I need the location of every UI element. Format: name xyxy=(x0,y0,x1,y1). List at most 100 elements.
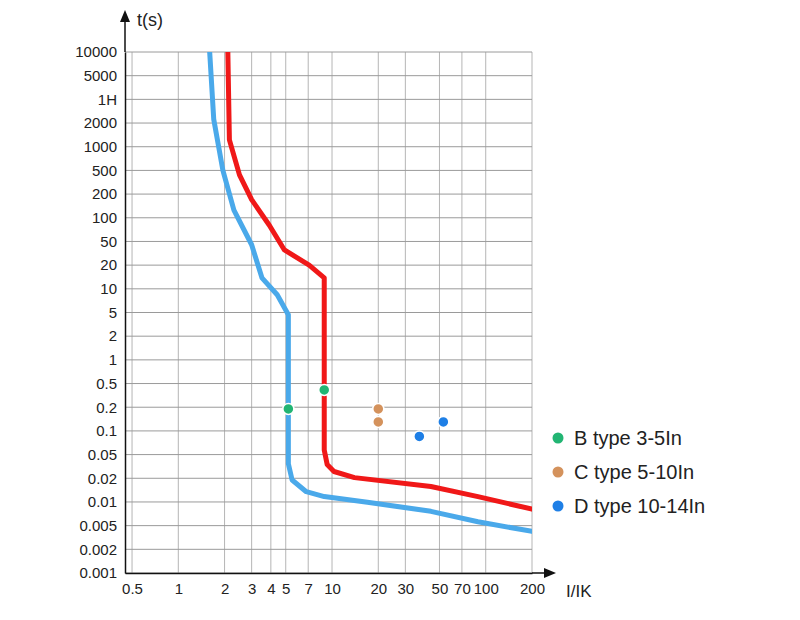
x-tick: 50 xyxy=(432,573,449,597)
grid-line-y xyxy=(125,99,532,100)
x-tick-label: 10 xyxy=(324,580,341,597)
y-tick-label: 0.1 xyxy=(96,422,117,439)
y-tick-label: 0.01 xyxy=(88,493,117,510)
grid-line-y xyxy=(125,170,532,171)
y-tick: 0.5 xyxy=(96,375,125,392)
y-tick: 0.1 xyxy=(96,422,125,439)
y-tick: 50 xyxy=(100,233,125,250)
y-tick: 100 xyxy=(92,209,125,226)
y-tick: 0.005 xyxy=(79,517,125,534)
x-tick-label: 0.5 xyxy=(122,580,143,597)
grid-line-y xyxy=(125,478,532,479)
grid-line-y xyxy=(125,52,532,53)
grid-line-y xyxy=(125,573,532,574)
y-tick-label: 0.02 xyxy=(88,470,117,487)
x-axis-line xyxy=(126,573,533,575)
grid-line-y xyxy=(125,430,532,431)
point xyxy=(414,431,425,442)
curve xyxy=(210,52,532,531)
legend-label: B type 3-5In xyxy=(574,427,682,449)
y-tick-label: 0.2 xyxy=(96,399,117,416)
x-tick: 100 xyxy=(474,573,499,597)
x-tick: 200 xyxy=(520,573,545,597)
grid-line-y xyxy=(125,549,532,550)
y-tick: 0.02 xyxy=(88,470,125,487)
y-tick: 20 xyxy=(100,256,125,273)
y-tick-label: 10000 xyxy=(75,43,117,60)
curve xyxy=(228,52,532,509)
y-tick-label: 10 xyxy=(100,280,117,297)
y-tick-label: 2 xyxy=(109,327,117,344)
x-tick-label: 5 xyxy=(282,580,290,597)
x-tick: 3 xyxy=(248,573,256,597)
x-tick-label: 70 xyxy=(454,580,471,597)
x-tick: 2 xyxy=(221,573,229,597)
y-tick-label: 20 xyxy=(100,256,117,273)
y-tick: 0.01 xyxy=(88,493,125,510)
x-tick: 4 xyxy=(267,573,275,597)
y-tick-label: 50 xyxy=(100,233,117,250)
x-tick-label: 7 xyxy=(305,580,313,597)
grid-line-y xyxy=(125,123,532,124)
grid-line-y xyxy=(125,217,532,218)
y-tick-label: 1000 xyxy=(84,138,117,155)
grid-line-y xyxy=(125,288,532,289)
y-tick: 1 xyxy=(109,351,125,368)
grid-line-y xyxy=(125,194,532,195)
x-tick-label: 100 xyxy=(474,580,499,597)
y-tick-label: 100 xyxy=(92,209,117,226)
point xyxy=(373,416,384,427)
y-tick: 10 xyxy=(100,280,125,297)
x-axis: 0.5 1 2 3457 10 20 30 50 70100 200 xyxy=(122,573,545,597)
x-tick: 70 xyxy=(454,573,471,597)
y-tick-label: 0.002 xyxy=(79,541,117,558)
legend-label: D type 10-14In xyxy=(574,495,705,517)
x-tick-label: 1 xyxy=(175,580,183,597)
grid-line-y xyxy=(125,312,532,313)
y-tick: 0.001 xyxy=(79,564,125,581)
x-tick-label: 3 xyxy=(248,580,256,597)
x-axis-arrow-head xyxy=(544,568,556,578)
y-axis-line xyxy=(125,53,127,574)
x-tick-label: 2 xyxy=(221,580,229,597)
legend: B type 3-5In C type 5-10In D type 10-14In xyxy=(553,427,706,517)
x-tick: 5 xyxy=(282,573,290,597)
x-tick-label: 50 xyxy=(432,580,449,597)
x-tick: 1 xyxy=(175,573,183,597)
y-axis-arrow-head xyxy=(120,10,130,22)
chart: 0.512345710203050701002001000050001H2000… xyxy=(0,0,800,620)
y-tick: 0.002 xyxy=(79,541,125,558)
point xyxy=(283,403,294,414)
y-tick: 2000 xyxy=(84,114,125,131)
point xyxy=(438,416,449,427)
grid-line-y xyxy=(125,525,532,526)
y-tick-label: 0.05 xyxy=(88,446,117,463)
grid-line-y xyxy=(125,146,532,147)
legend-swatch xyxy=(553,467,564,478)
y-tick-label: 2000 xyxy=(84,114,117,131)
plot-marks xyxy=(210,52,532,531)
x-tick: 30 xyxy=(398,573,415,597)
x-tick: 10 xyxy=(324,573,341,597)
grid-line-y xyxy=(125,501,532,502)
legend-label: C type 5-10In xyxy=(574,461,694,483)
x-axis-title: I/IK xyxy=(566,582,592,601)
x-tick-label: 200 xyxy=(520,580,545,597)
legend-swatch xyxy=(553,501,564,512)
y-axis-title: t(s) xyxy=(137,10,163,30)
x-tick-label: 20 xyxy=(370,580,387,597)
point xyxy=(373,403,384,414)
x-tick: 7 xyxy=(305,573,313,597)
y-tick: 200 xyxy=(92,185,125,202)
y-tick-label: 5 xyxy=(109,304,117,321)
y-tick-label: 0.005 xyxy=(79,517,117,534)
y-tick: 0.05 xyxy=(88,446,125,463)
y-tick-label: 1 xyxy=(109,351,117,368)
x-tick-label: 4 xyxy=(267,580,275,597)
y-tick-label: 5000 xyxy=(84,67,117,84)
x-tick: 0.5 xyxy=(122,573,143,597)
grid-line-y xyxy=(125,454,532,455)
y-tick: 1H xyxy=(98,91,125,108)
y-tick-label: 1H xyxy=(98,91,117,108)
grid-line-y xyxy=(125,265,532,266)
